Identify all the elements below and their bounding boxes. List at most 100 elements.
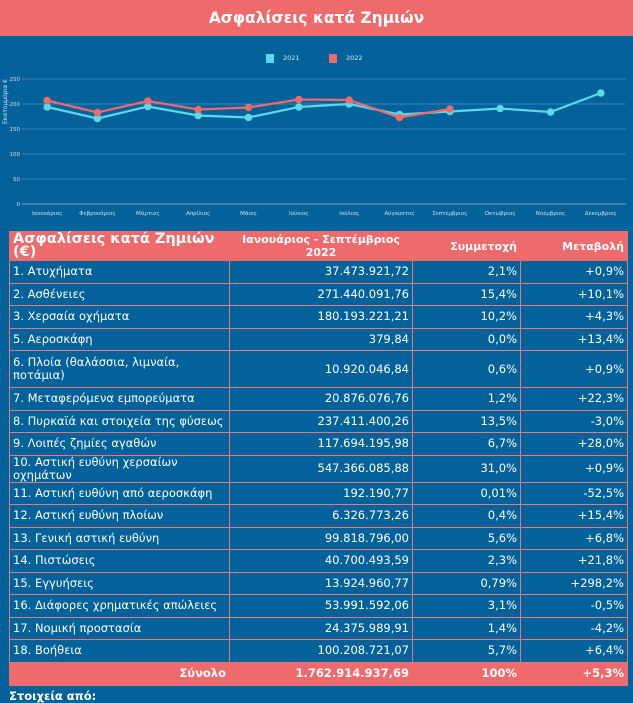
row-amount: 37.473.921,72 <box>229 260 413 284</box>
row-amount: 547.366.085,88 <box>229 454 413 483</box>
x-tick-label: Σεπτέμβριος <box>432 210 467 217</box>
row-share: 5,6% <box>412 526 521 550</box>
row-name: 18. Βοήθεια <box>9 639 230 663</box>
row-name: 16. Διάφορες χρηματικές απώλειες <box>9 594 230 618</box>
legend-label-2021: 2021 <box>283 54 300 62</box>
x-tick-label: Μάιος <box>240 210 257 217</box>
total-label: Σύνολο <box>9 661 230 686</box>
x-tick-label: Ιανουάριος <box>32 210 62 217</box>
row-share: 31,0% <box>412 454 521 483</box>
data-point-2021 <box>546 108 555 116</box>
table-row: 8. Πυρκαϊά και στοιχεία της φύσεως 237.41… <box>9 409 628 433</box>
total-share: 100% <box>412 661 521 686</box>
data-point-2022 <box>295 95 303 104</box>
row-share: 1,4% <box>412 616 521 640</box>
data-point-2022 <box>194 105 202 114</box>
row-amount: 192.190,77 <box>229 481 413 505</box>
row-amount: 40.700.493,59 <box>229 549 413 573</box>
row-change: +21,8% <box>520 549 628 573</box>
table-header-row: Ασφαλίσεις κατά Ζημιών (€) Ιανουάριος - … <box>9 231 628 261</box>
data-point-2022 <box>144 97 152 105</box>
row-change: +0,9% <box>520 454 628 483</box>
row-change: +0,9% <box>520 260 628 284</box>
data-point-2021 <box>244 113 253 122</box>
row-change: -52,5% <box>520 481 628 505</box>
x-tick-label: Ιούλιος <box>339 210 359 217</box>
table-row: 11. Αστική ευθύνη από αεροσκάφη 192.190,7… <box>9 481 628 505</box>
data-point-2022 <box>43 96 51 105</box>
row-name: 3. Χερσαία οχήματα <box>9 305 230 329</box>
table-row: 6. Πλοία (θαλάσσια, λιμναία, ποτάμια) 10.… <box>9 350 628 388</box>
row-share: 1,2% <box>412 387 521 411</box>
table-row: 5. Αεροσκάφη 379,84 0,0% +13,4% <box>9 327 628 351</box>
data-point-2022 <box>345 96 353 104</box>
row-name: 17. Νομική προστασία <box>9 616 230 640</box>
row-name: 5. Αεροσκάφη <box>9 327 230 351</box>
row-change: +15,4% <box>520 504 628 528</box>
row-name: 6. Πλοία (θαλάσσια, λιμναία, ποτάμια) <box>9 350 230 388</box>
y-tick-label: 50 <box>13 177 20 183</box>
data-point-2022 <box>244 103 253 112</box>
series-line-2021 <box>46 91 602 120</box>
data-point-2021 <box>194 111 202 120</box>
row-share: 0,79% <box>412 571 521 595</box>
row-change: +6,4% <box>520 639 628 663</box>
x-tick-label: Δεκέμβριος <box>585 210 617 217</box>
data-point-2021 <box>295 103 303 111</box>
legend-item-2021[interactable]: 2021 <box>266 52 300 64</box>
row-change: +28,0% <box>520 432 628 456</box>
chart-legend: 2021 2022 <box>0 52 633 64</box>
line-chart: 0 50 100 150 200 250 Εκατομμύρια € Ιανουάριος Φε… <box>0 36 633 224</box>
legend-label-2022: 2022 <box>346 54 363 62</box>
table-row: 3. Χερσαία οχήματα 180.193.221,21 10,2% +4,… <box>9 305 628 329</box>
row-share: 0,6% <box>412 350 521 388</box>
legend-item-2022[interactable]: 2022 <box>329 52 363 64</box>
row-share: 6,7% <box>412 432 521 456</box>
table-row: 16. Διάφορες χρηματικές απώλειες 53.991.5… <box>9 594 628 618</box>
data-point-2022 <box>395 113 404 122</box>
y-tick-label: 100 <box>10 152 21 158</box>
legend-swatch-2021 <box>266 53 274 63</box>
row-change: +298,2% <box>520 571 628 595</box>
row-share: 15,4% <box>412 282 521 306</box>
y-tick-label: 250 <box>10 77 21 83</box>
source-label: Στοιχεία από: <box>9 689 97 703</box>
row-change: +6,8% <box>520 526 628 550</box>
row-amount: 10.920.046,84 <box>229 350 413 388</box>
legend-swatch-2022 <box>329 53 337 63</box>
data-point-2022 <box>446 105 454 113</box>
total-amount: 1.762.914.937,69 <box>229 661 413 686</box>
claims-table: Ασφαλίσεις κατά Ζημιών (€) Ιανουάριος - … <box>9 231 628 686</box>
y-tick-label: 200 <box>10 102 21 108</box>
data-point-2022 <box>93 108 102 117</box>
x-tick-label: Μάρτιος <box>136 210 160 217</box>
table-row: 15. Εγγυήσεις 13.924.960,77 0,79% +298,2% <box>9 571 628 595</box>
row-amount: 53.991.592,06 <box>229 594 413 618</box>
row-amount: 379,84 <box>229 327 413 351</box>
row-share: 0,0% <box>412 327 521 351</box>
y-axis-label: Εκατομμύρια € <box>2 79 9 124</box>
data-point-2021 <box>496 104 504 113</box>
row-amount: 117.694.195,98 <box>229 432 413 456</box>
row-change: -4,2% <box>520 616 628 640</box>
row-change: +10,1% <box>520 282 628 306</box>
table-row: 13. Γενική αστική ευθύνη 99.818.796,00 5,6… <box>9 526 628 550</box>
row-change: -3,0% <box>520 409 628 433</box>
table-row: 17. Νομική προστασία 24.375.989,91 1,4% -4,… <box>9 616 628 640</box>
row-share: 13,5% <box>412 409 521 433</box>
row-name: 11. Αστική ευθύνη από αεροσκάφη <box>9 481 230 505</box>
table-total-row: Σύνολο 1.762.914.937,69 100% +5,3% <box>9 661 628 686</box>
row-amount: 237.411.400,26 <box>229 409 413 433</box>
row-share: 3,1% <box>412 594 521 618</box>
row-amount: 271.440.091,76 <box>229 282 413 306</box>
header-change: Μεταβολή <box>520 231 628 261</box>
row-change: +22,3% <box>520 387 628 411</box>
row-name: 8. Πυρκαϊά και στοιχεία της φύσεως <box>9 409 230 433</box>
row-amount: 6.326.773,26 <box>229 504 413 528</box>
row-name: 15. Εγγυήσεις <box>9 571 230 595</box>
row-name: 14. Πιστώσεις <box>9 549 230 573</box>
row-amount: 180.193.221,21 <box>229 305 413 329</box>
header-category: Ασφαλίσεις κατά Ζημιών (€) <box>9 231 230 261</box>
data-point-2021 <box>93 114 102 123</box>
